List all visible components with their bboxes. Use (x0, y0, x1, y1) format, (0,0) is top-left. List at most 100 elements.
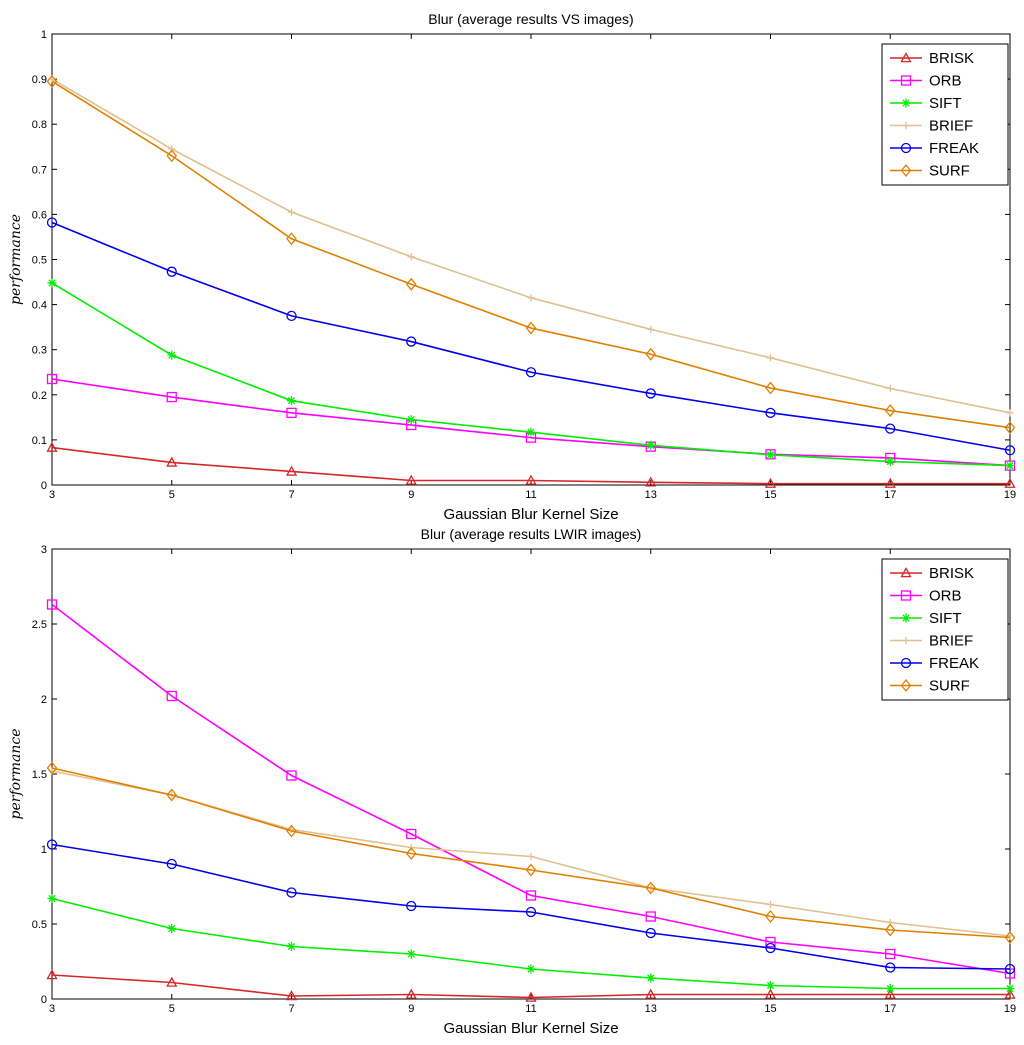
y-tick-label: 0.7 (32, 164, 47, 176)
data-point-brisk (764, 988, 777, 999)
data-point-sift (47, 278, 57, 288)
data-point-sift (287, 396, 296, 406)
legend-marker (900, 657, 912, 669)
legend-marker (901, 613, 911, 623)
data-point-freak (166, 858, 177, 870)
legend-marker (900, 678, 912, 693)
legend-item-orb: ORB (890, 588, 962, 605)
x-tick-label: 17 (884, 489, 896, 501)
data-point-orb (885, 948, 896, 960)
data-point-brisk (884, 988, 896, 999)
data-point-brisk (1004, 988, 1016, 999)
legend-label: BRISK (929, 565, 974, 582)
legend-label: SURF (929, 678, 970, 695)
chart-lwir-images: Blur (average results LWIR images) Gaussi… (8, 526, 1016, 1037)
data-point-surf (525, 321, 537, 335)
x-tick-label: 15 (764, 1003, 776, 1015)
data-point-brief (1006, 932, 1014, 940)
legend-label: BRISK (929, 50, 974, 67)
data-point-surf (884, 923, 896, 937)
y-tick-label: 1 (41, 29, 47, 41)
y-tick-label: 0 (41, 480, 47, 492)
data-point-brisk (285, 465, 298, 476)
y-tick-label: 1 (41, 844, 47, 856)
chart-title: Blur (average results VS images) (428, 11, 633, 27)
y-tick-label: 2 (41, 694, 47, 706)
legend-item-brief: BRIEF (890, 633, 973, 650)
data-point-brisk (46, 969, 58, 980)
legend-item-brisk: BRISK (890, 50, 974, 67)
data-point-sift (646, 440, 656, 450)
data-point-surf (884, 404, 896, 418)
data-point-brisk (525, 474, 537, 485)
x-tick-label: 13 (645, 489, 657, 501)
legend-marker (900, 75, 912, 86)
y-tick-label: 0.2 (32, 390, 47, 402)
y-tick-label: 0.1 (32, 435, 47, 447)
data-point-freak (46, 839, 58, 850)
data-point-brisk (645, 988, 657, 999)
data-point-sift (885, 984, 895, 993)
data-point-brisk (166, 976, 178, 987)
legend-label: ORB (929, 73, 962, 90)
legend-label: ORB (929, 588, 962, 605)
data-point-sift (526, 427, 536, 437)
data-point-sift (287, 942, 296, 951)
legend-marker (900, 590, 912, 601)
legend-item-sift: SIFT (890, 610, 962, 627)
data-point-orb (46, 599, 58, 610)
data-point-orb (46, 373, 58, 385)
data-point-sift (766, 450, 775, 460)
data-point-freak (645, 927, 656, 939)
data-point-brief (886, 384, 894, 393)
data-point-surf (166, 788, 178, 802)
series-surf (46, 74, 1016, 435)
x-tick-label: 7 (288, 489, 294, 501)
y-tick-label: 0.6 (32, 209, 47, 221)
data-point-brief (1006, 409, 1014, 417)
data-point-brisk (1004, 477, 1016, 488)
data-point-surf (645, 347, 657, 361)
data-point-freak (1004, 445, 1016, 456)
y-tick-label: 3 (41, 544, 47, 556)
series-freak (46, 217, 1016, 456)
x-axis-label: Gaussian Blur Kernel Size (443, 506, 618, 523)
data-point-orb (406, 828, 417, 840)
data-point-surf (166, 149, 178, 163)
data-point-freak (885, 962, 896, 973)
data-point-surf (46, 74, 58, 88)
series-line-freak (51, 221, 1011, 452)
legend-item-surf: SURF (890, 678, 970, 695)
legend: BRISK ORB SIFT BRIEF FREAK SURF (881, 558, 1009, 701)
legend-marker (902, 121, 910, 130)
x-tick-label: 3 (49, 1003, 55, 1015)
data-point-orb (645, 911, 656, 922)
y-tick-label: 0.5 (32, 919, 47, 931)
data-point-brisk (645, 476, 657, 487)
series-sift (47, 278, 1015, 471)
legend-item-orb: ORB (890, 73, 962, 90)
series-brisk (46, 969, 1016, 1002)
data-point-freak (765, 942, 776, 954)
data-point-brief (527, 294, 535, 302)
data-point-sift (406, 415, 416, 425)
legend-marker (900, 142, 912, 154)
data-point-brisk (764, 477, 777, 488)
data-point-brief (168, 145, 176, 153)
legend-label: FREAK (929, 140, 979, 157)
y-tick-label: 0.5 (32, 255, 47, 267)
data-point-freak (525, 367, 537, 378)
data-point-sift (526, 964, 536, 974)
data-point-surf (1004, 930, 1016, 945)
data-point-sift (167, 924, 177, 933)
data-point-surf (286, 824, 297, 838)
series-line-brisk (51, 974, 1010, 999)
series-line-surf (51, 767, 1011, 939)
data-point-sift (646, 973, 656, 983)
y-tick-label: 0.9 (32, 74, 47, 86)
data-point-freak (525, 906, 537, 918)
series-line-brisk (51, 446, 1010, 485)
data-point-brisk (405, 474, 417, 485)
x-tick-label: 15 (764, 489, 776, 501)
